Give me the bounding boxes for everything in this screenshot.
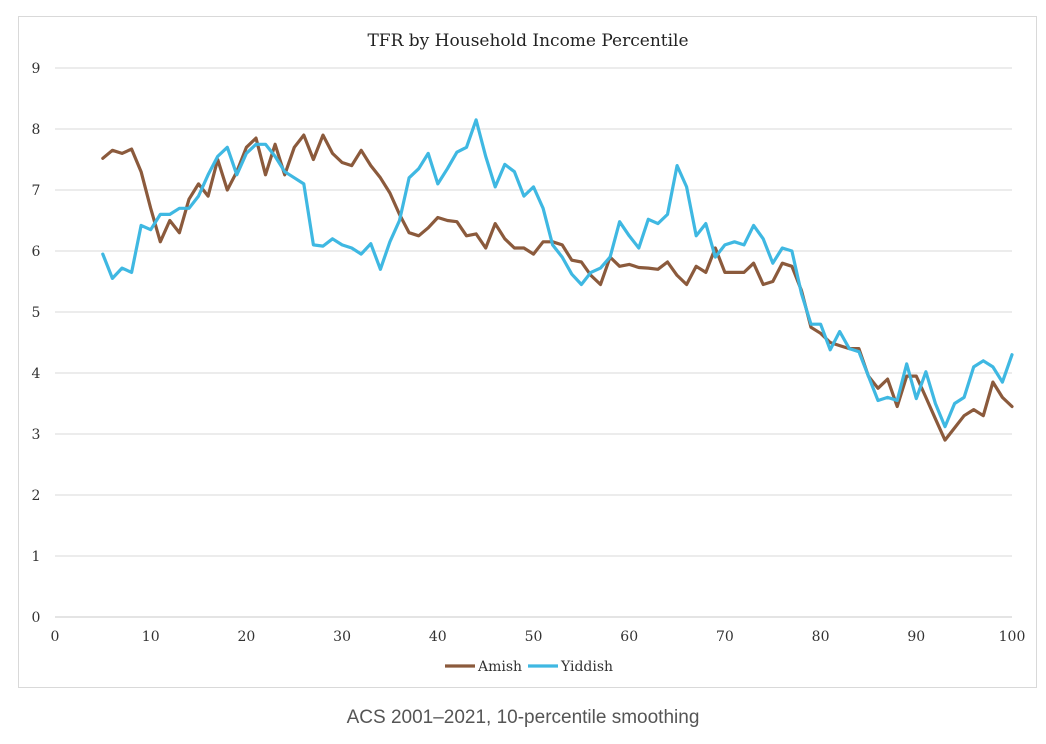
x-tick-label: 90 [907, 629, 925, 645]
x-tick-label: 0 [51, 629, 60, 645]
x-tick-label: 50 [525, 629, 543, 645]
y-tick-label: 3 [32, 427, 41, 443]
figure-caption: ACS 2001–2021, 10-percentile smoothing [346, 707, 700, 728]
y-tick-label: 7 [32, 183, 41, 199]
series-line-yiddish [101, 118, 1014, 429]
y-tick-label: 2 [32, 488, 41, 504]
x-tick-label: 60 [620, 629, 638, 645]
x-axis-ticks: 0 10 20 30 40 50 60 70 80 90 100 [51, 629, 1026, 645]
x-tick-label: 70 [716, 629, 734, 645]
chart-frame [18, 16, 1037, 688]
legend-label-yiddish: Yiddish [560, 659, 613, 675]
gridlines [55, 67, 1012, 618]
legend-label-amish: Amish [477, 659, 522, 675]
x-tick-label: 30 [333, 629, 351, 645]
y-tick-label: 6 [32, 244, 41, 260]
x-tick-label: 10 [142, 629, 160, 645]
series-lines [101, 118, 1014, 442]
chart-title: TFR by Household Income Percentile [367, 31, 688, 51]
y-axis-ticks: 0 1 2 3 4 5 6 7 8 9 [32, 61, 41, 626]
x-tick-label: 20 [237, 629, 255, 645]
x-tick-label: 40 [429, 629, 447, 645]
y-tick-label: 1 [32, 549, 41, 565]
y-tick-label: 8 [32, 122, 41, 138]
y-tick-label: 9 [32, 61, 41, 77]
y-tick-label: 5 [32, 305, 41, 321]
x-tick-label: 100 [999, 629, 1026, 645]
legend: Amish Yiddish [445, 659, 613, 675]
x-tick-label: 80 [812, 629, 830, 645]
y-tick-label: 0 [32, 610, 41, 626]
y-tick-label: 4 [32, 366, 41, 382]
